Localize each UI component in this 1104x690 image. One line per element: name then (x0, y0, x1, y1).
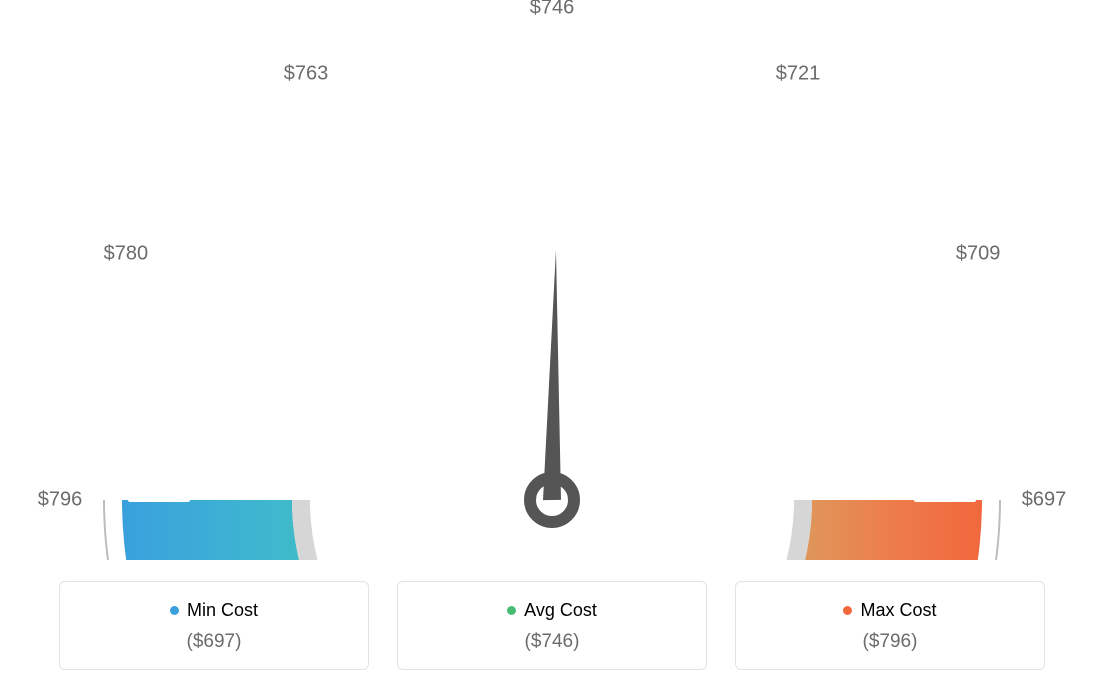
legend-title-max: Max Cost (843, 600, 936, 621)
legend-value-max: ($796) (736, 631, 1044, 653)
gauge-tick-label: $780 (104, 243, 149, 266)
gauge-tick-label: $709 (956, 243, 1001, 266)
gauge-tick-label: $697 (1022, 489, 1067, 512)
gauge-tick-label: $746 (530, 0, 575, 20)
legend-title-avg: Avg Cost (507, 600, 597, 621)
legend-title-text: Min Cost (187, 600, 258, 621)
legend-row: Min Cost ($697) Avg Cost ($746) Max Cost… (0, 581, 1104, 670)
legend-title-min: Min Cost (170, 600, 258, 621)
legend-value-min: ($697) (60, 631, 368, 653)
legend-card-min: Min Cost ($697) (59, 581, 369, 670)
dot-icon (843, 606, 852, 615)
legend-title-text: Avg Cost (524, 600, 597, 621)
gauge-tick-label: $763 (284, 62, 329, 85)
dot-icon (507, 606, 516, 615)
legend-title-text: Max Cost (860, 600, 936, 621)
gauge-tick-label: $796 (38, 489, 83, 512)
dot-icon (170, 606, 179, 615)
legend-card-avg: Avg Cost ($746) (397, 581, 707, 670)
legend-value-avg: ($746) (398, 631, 706, 653)
legend-card-max: Max Cost ($796) (735, 581, 1045, 670)
gauge-svg (0, 0, 1104, 560)
gauge-chart: $697 $709 $721 $746 $763 $780 $796 (0, 0, 1104, 560)
gauge-tick-label: $721 (776, 62, 821, 85)
